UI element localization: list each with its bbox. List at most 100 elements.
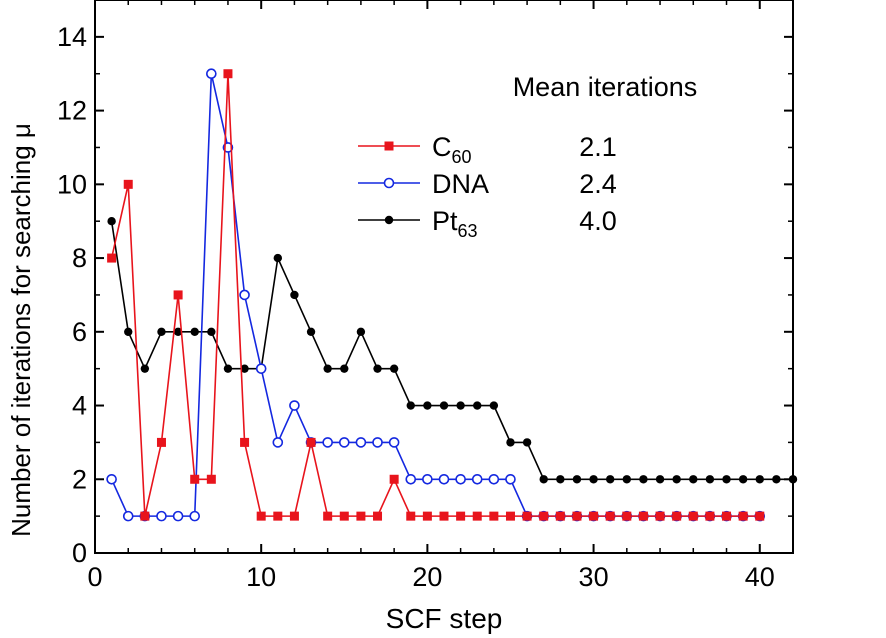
data-point-open-circle bbox=[438, 473, 450, 485]
legend-mean-value: 2.4 bbox=[579, 169, 617, 199]
data-point-filled-circle bbox=[655, 475, 665, 484]
data-point-square bbox=[572, 511, 582, 521]
data-point-square bbox=[323, 511, 333, 521]
data-point-filled-circle bbox=[306, 327, 316, 336]
series-line bbox=[110, 221, 793, 481]
data-point-filled-circle bbox=[456, 401, 465, 410]
data-point-square bbox=[489, 511, 499, 521]
data-point-square bbox=[622, 511, 632, 521]
data-point-filled-circle bbox=[406, 401, 415, 410]
data-point-filled-circle bbox=[506, 438, 515, 447]
data-point-square bbox=[140, 511, 150, 521]
data-point-open-circle bbox=[488, 473, 500, 485]
data-point-filled-circle bbox=[107, 217, 116, 226]
data-point-filled-circle bbox=[223, 364, 233, 373]
data-point-open-circle bbox=[422, 473, 433, 485]
data-point-filled-circle bbox=[273, 253, 283, 263]
data-point-filled-circle bbox=[489, 401, 499, 410]
series-layer bbox=[106, 68, 798, 522]
data-point-filled-circle bbox=[207, 327, 216, 336]
legend-label: Pt63 bbox=[432, 206, 478, 241]
data-point-square bbox=[555, 511, 565, 521]
data-point-filled-circle bbox=[572, 475, 582, 484]
data-point-filled-circle bbox=[772, 475, 781, 484]
data-point-open-circle bbox=[455, 473, 466, 485]
data-point-square bbox=[638, 511, 648, 521]
data-point-open-circle bbox=[405, 473, 417, 485]
series-pt63 bbox=[107, 217, 798, 484]
data-point-square bbox=[672, 511, 682, 521]
series-line bbox=[110, 73, 760, 517]
data-point-square bbox=[156, 437, 166, 447]
data-point-filled-circle bbox=[589, 475, 598, 484]
data-point-filled-circle bbox=[323, 364, 332, 373]
x-tick-label: 30 bbox=[579, 562, 609, 592]
data-point-open-circle bbox=[289, 400, 300, 411]
data-point-square bbox=[406, 511, 416, 521]
data-point-open-circle bbox=[272, 437, 284, 448]
data-point-filled-circle bbox=[672, 475, 681, 484]
data-point-filled-circle bbox=[738, 475, 748, 484]
data-point-open-circle bbox=[172, 510, 184, 522]
data-point-filled-circle bbox=[689, 475, 698, 484]
data-point-filled-circle bbox=[556, 475, 565, 484]
data-point-square bbox=[339, 511, 349, 521]
legend: Mean iterations C60 2.1 DNA 2.4 Pt63 4.0 bbox=[358, 72, 697, 241]
x-tick-label: 10 bbox=[246, 562, 276, 592]
data-point-filled-circle bbox=[722, 475, 731, 484]
data-point-filled-circle bbox=[140, 364, 150, 373]
y-tick-label: 10 bbox=[57, 169, 87, 199]
data-point-square bbox=[472, 511, 482, 521]
data-point-square bbox=[655, 511, 665, 521]
legend-label-subscript: 63 bbox=[458, 221, 478, 241]
data-point-square bbox=[422, 511, 432, 521]
data-point-open-circle bbox=[189, 510, 201, 522]
data-point-filled-circle bbox=[373, 364, 382, 373]
data-point-square bbox=[223, 69, 233, 79]
data-point-filled-circle bbox=[788, 475, 798, 484]
series-c60 bbox=[107, 69, 765, 521]
data-point-open-circle bbox=[206, 68, 217, 80]
y-tick-label: 14 bbox=[57, 22, 87, 52]
data-point-square bbox=[589, 511, 599, 521]
legend-label: DNA bbox=[432, 169, 489, 199]
data-point-open-circle bbox=[471, 473, 483, 485]
data-point-open-circle bbox=[122, 510, 134, 522]
data-point-square bbox=[539, 511, 549, 521]
data-point-filled-circle bbox=[389, 364, 399, 373]
y-tick-label: 6 bbox=[72, 317, 87, 347]
data-point-square bbox=[107, 253, 117, 263]
data-point-filled-circle bbox=[190, 327, 199, 336]
data-point-square bbox=[256, 511, 266, 521]
data-point-filled-circle bbox=[639, 475, 648, 484]
data-point-filled-circle bbox=[423, 401, 432, 410]
data-point-filled-circle bbox=[539, 475, 548, 484]
legend-label-base: DNA bbox=[432, 169, 489, 199]
x-tick-label: 0 bbox=[87, 562, 102, 592]
data-point-open-circle bbox=[338, 437, 350, 448]
data-point-square bbox=[240, 437, 250, 447]
data-point-square bbox=[456, 511, 466, 521]
data-point-filled-circle bbox=[124, 327, 133, 336]
data-point-square bbox=[755, 511, 765, 521]
data-point-open-circle bbox=[383, 177, 395, 189]
data-point-filled-circle bbox=[290, 290, 299, 300]
data-point-open-circle bbox=[388, 437, 400, 448]
legend-label: C60 bbox=[432, 132, 472, 167]
x-tick-label: 20 bbox=[412, 562, 442, 592]
data-point-filled-circle bbox=[173, 327, 183, 336]
axis-ticks: 0 10 20 30 40 0 2 4 6 8 10 12 14 bbox=[57, 0, 793, 592]
plot-frame bbox=[94, 0, 794, 554]
data-point-filled-circle bbox=[473, 401, 482, 410]
y-axis-label: Number of iterations for searching μ bbox=[6, 123, 36, 537]
data-point-filled-circle bbox=[356, 327, 366, 336]
data-point-filled-circle bbox=[384, 215, 394, 225]
data-point-open-circle bbox=[255, 363, 267, 374]
data-point-square bbox=[439, 511, 449, 521]
data-point-filled-circle bbox=[755, 475, 764, 484]
data-point-square bbox=[705, 511, 715, 521]
data-point-square bbox=[289, 511, 299, 521]
data-point-open-circle bbox=[355, 437, 367, 448]
data-point-filled-circle bbox=[522, 438, 532, 447]
